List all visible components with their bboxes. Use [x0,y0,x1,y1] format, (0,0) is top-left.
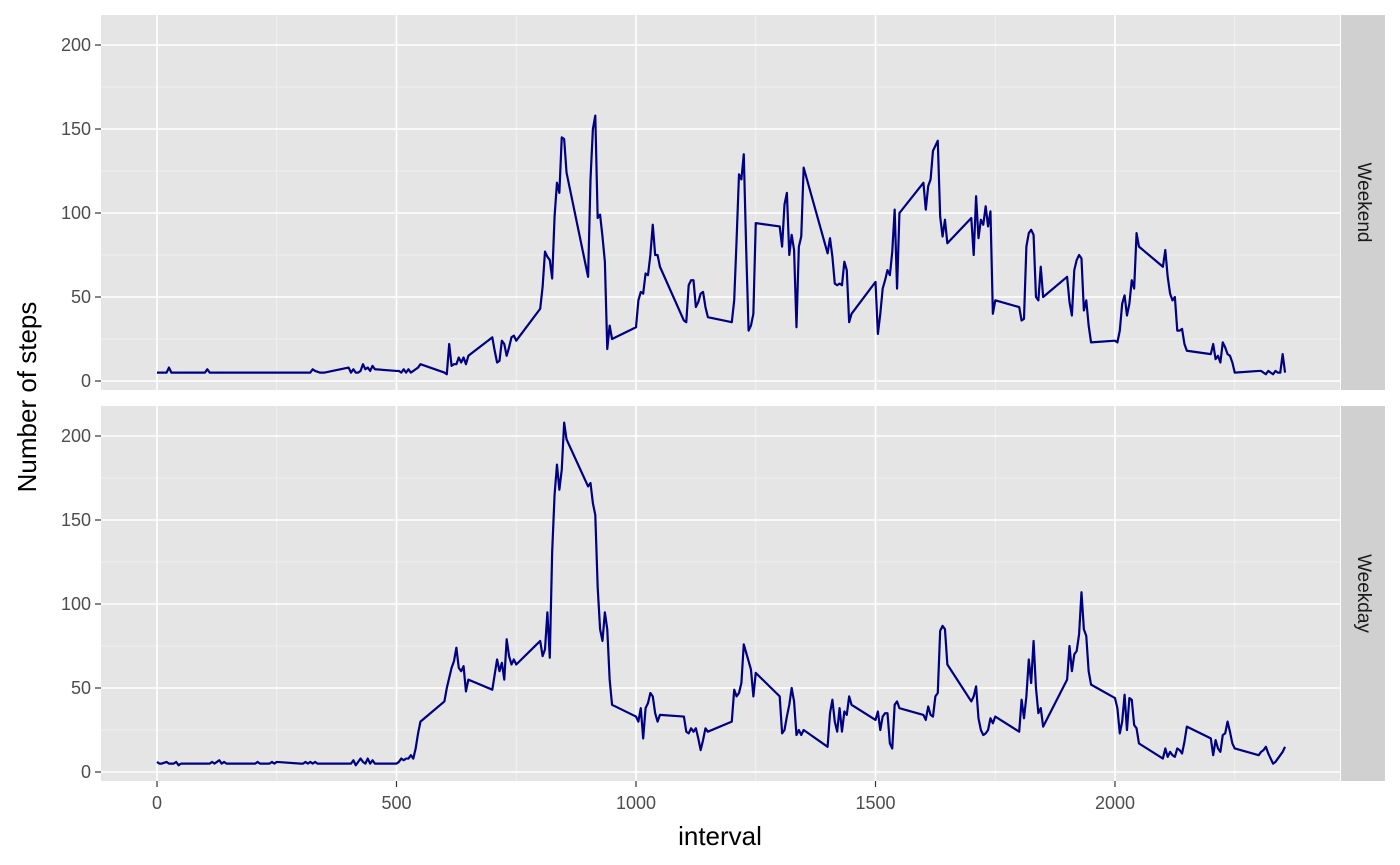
x-axis-title: interval [678,821,762,851]
panels: 0 50 100 150 200 Weekend 0 50 100 150 200 Weekday [61,15,1385,782]
facet-panel-weekday: 0 50 100 150 200 Weekday [61,406,1385,782]
facet-panel-weekend: 0 50 100 150 200 Weekend [61,15,1385,391]
y-tick-label: 0 [81,371,91,391]
x-tick-label: 0 [152,793,162,813]
y-axis-title: Number of steps [12,302,42,493]
x-tick-label: 1500 [855,793,895,813]
facet-strip-label: Weekday [1353,554,1374,633]
y-tick-label: 100 [61,203,91,223]
y-tick-label: 150 [61,119,91,139]
x-tick-label: 1000 [616,793,656,813]
x-axis: 0 500 1000 1500 2000 [152,781,1135,813]
x-tick-label: 500 [381,793,411,813]
facet-strip-label: Weekend [1353,163,1374,243]
panel-background [101,15,1340,390]
y-tick-label: 200 [61,426,91,446]
y-tick-label: 100 [61,594,91,614]
y-tick-label: 50 [71,287,91,307]
y-tick-label: 0 [81,762,91,782]
y-tick-label: 150 [61,510,91,530]
x-tick-label: 2000 [1095,793,1135,813]
y-tick-label: 200 [61,35,91,55]
panel-background [101,406,1340,781]
y-tick-label: 50 [71,678,91,698]
